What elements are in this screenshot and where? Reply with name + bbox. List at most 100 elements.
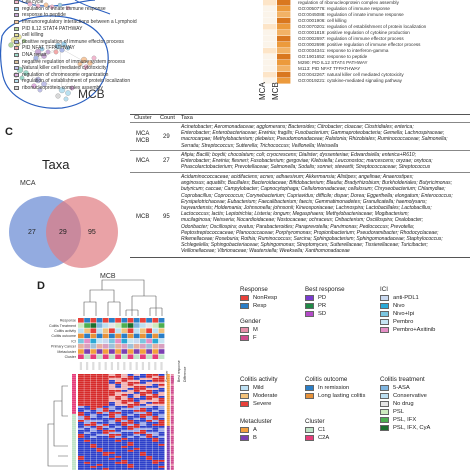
dendrogram-branch: [101, 279, 145, 296]
legend-label: PID IL12 STAT4 PATHWAY: [22, 25, 83, 32]
heatmap-cell: [146, 438, 153, 440]
row-annotation-cell: [166, 392, 170, 394]
column-label-mark: [117, 362, 120, 370]
go-heatmap-cell: [277, 18, 291, 24]
heatmap-cell: [84, 388, 91, 390]
legend-title: Best response: [305, 286, 345, 293]
heatmap-cell: [78, 406, 84, 408]
heatmap-cell: [146, 458, 153, 460]
heatmap-cell: [115, 422, 122, 424]
heatmap-cell: [158, 466, 165, 468]
heatmap-cell: [115, 390, 122, 392]
heatmap-cell: [78, 428, 84, 430]
row-annotation-cell: [166, 422, 170, 424]
legend-swatch: [380, 425, 389, 431]
go-heatmap-cell: [277, 12, 291, 18]
heatmap-cell: [84, 406, 91, 408]
row-annotation-cell: [170, 446, 174, 448]
legend-swatch: [240, 303, 249, 309]
legend-swatch: [14, 66, 19, 71]
heatmap-cell: [115, 452, 122, 454]
annotation-row-label: Colitis Treatment: [49, 324, 76, 328]
heatmap-cell: [146, 402, 153, 404]
heatmap-cell: [121, 458, 128, 460]
heatmap-cell: [146, 398, 153, 400]
heatmap-cell: [152, 404, 159, 406]
heatmap-cell: [121, 402, 128, 404]
annotation-cell: [146, 323, 152, 328]
annotation-cell: [158, 344, 165, 349]
row-annotation-cell: [72, 438, 76, 440]
heatmap-cell: [133, 408, 140, 410]
heatmap-cell: [133, 432, 140, 434]
legend-swatch: [14, 46, 19, 51]
annotation-cell: [158, 349, 165, 354]
heatmap-cell: [121, 410, 128, 412]
heatmap-cell: [78, 442, 84, 444]
go-heatmap-cell: [263, 36, 277, 42]
annotation-cell: [146, 338, 152, 344]
heatmap-cell: [146, 442, 153, 444]
heatmap-cell: [133, 452, 140, 454]
heatmap-cell: [127, 374, 134, 376]
heatmap-cell: [90, 426, 97, 428]
heatmap-cell: [96, 462, 103, 464]
annotation-cell: [78, 318, 84, 323]
heatmap-cell: [84, 454, 91, 456]
heatmap-cell: [78, 436, 84, 438]
heatmap-cell: [158, 392, 165, 394]
row-annotation-cell: [166, 386, 170, 388]
network-legend-item: Cell cycle: [14, 0, 164, 6]
heatmap-cell: [96, 456, 103, 458]
annotation-cell: [115, 344, 121, 349]
heatmap-cell: [140, 404, 146, 406]
heatmap-cell: [133, 378, 140, 380]
row-annotation-cell: [170, 468, 174, 470]
annotation-cell: [127, 344, 134, 349]
heatmap-cell: [96, 430, 103, 432]
heatmap-cell: [78, 434, 84, 436]
heatmap-cell: [146, 440, 153, 442]
heatmap-cell: [152, 414, 159, 416]
heatmap-cell: [146, 416, 153, 418]
row-annotation-cell: [170, 434, 174, 436]
heatmap-cell: [158, 406, 165, 408]
legend-item: Nivo+Ipi: [380, 310, 435, 318]
heatmap-cell: [158, 418, 165, 420]
row-annotation-cell: [170, 378, 174, 380]
heatmap-cell: [146, 386, 153, 388]
legend-label: Mild: [253, 385, 264, 391]
heatmap-cell: [78, 440, 84, 442]
row-annotation-cell: [166, 398, 170, 400]
heatmap-cell: [127, 418, 134, 420]
heatmap-cell: [133, 410, 140, 412]
heatmap-cell: [121, 426, 128, 428]
legend-label: Resp: [253, 303, 267, 309]
heatmap-cell: [133, 398, 140, 400]
annotation-cell: [84, 323, 90, 328]
annotation-cell: [102, 354, 109, 359]
row-annotation-cell: [166, 414, 170, 416]
heatmap-cell: [140, 454, 146, 456]
heatmap-cell: [109, 408, 115, 410]
annotation-cell: [127, 349, 134, 354]
column-label-mark: [104, 362, 107, 370]
heatmap-cell: [78, 412, 84, 414]
heatmap-cell: [152, 424, 159, 426]
row-annotation-cell: [72, 446, 76, 448]
heatmap-cell: [121, 404, 128, 406]
annotation-cell: [133, 323, 140, 328]
heatmap-cell: [146, 382, 153, 384]
annotation-cell: [121, 323, 128, 328]
heatmap-cell: [102, 408, 109, 410]
legend-item: B: [240, 434, 272, 442]
heatmap-cell: [133, 466, 140, 468]
row-annotation-cell: [170, 418, 174, 420]
heatmap-cell: [109, 446, 115, 448]
row-annotation-cell: [72, 388, 76, 390]
row-annotation-cell: [170, 382, 174, 384]
heatmap-cell: [121, 408, 128, 410]
annotation-cell: [146, 328, 152, 333]
heatmap-cell: [152, 416, 159, 418]
annotation-cell: [127, 323, 134, 328]
